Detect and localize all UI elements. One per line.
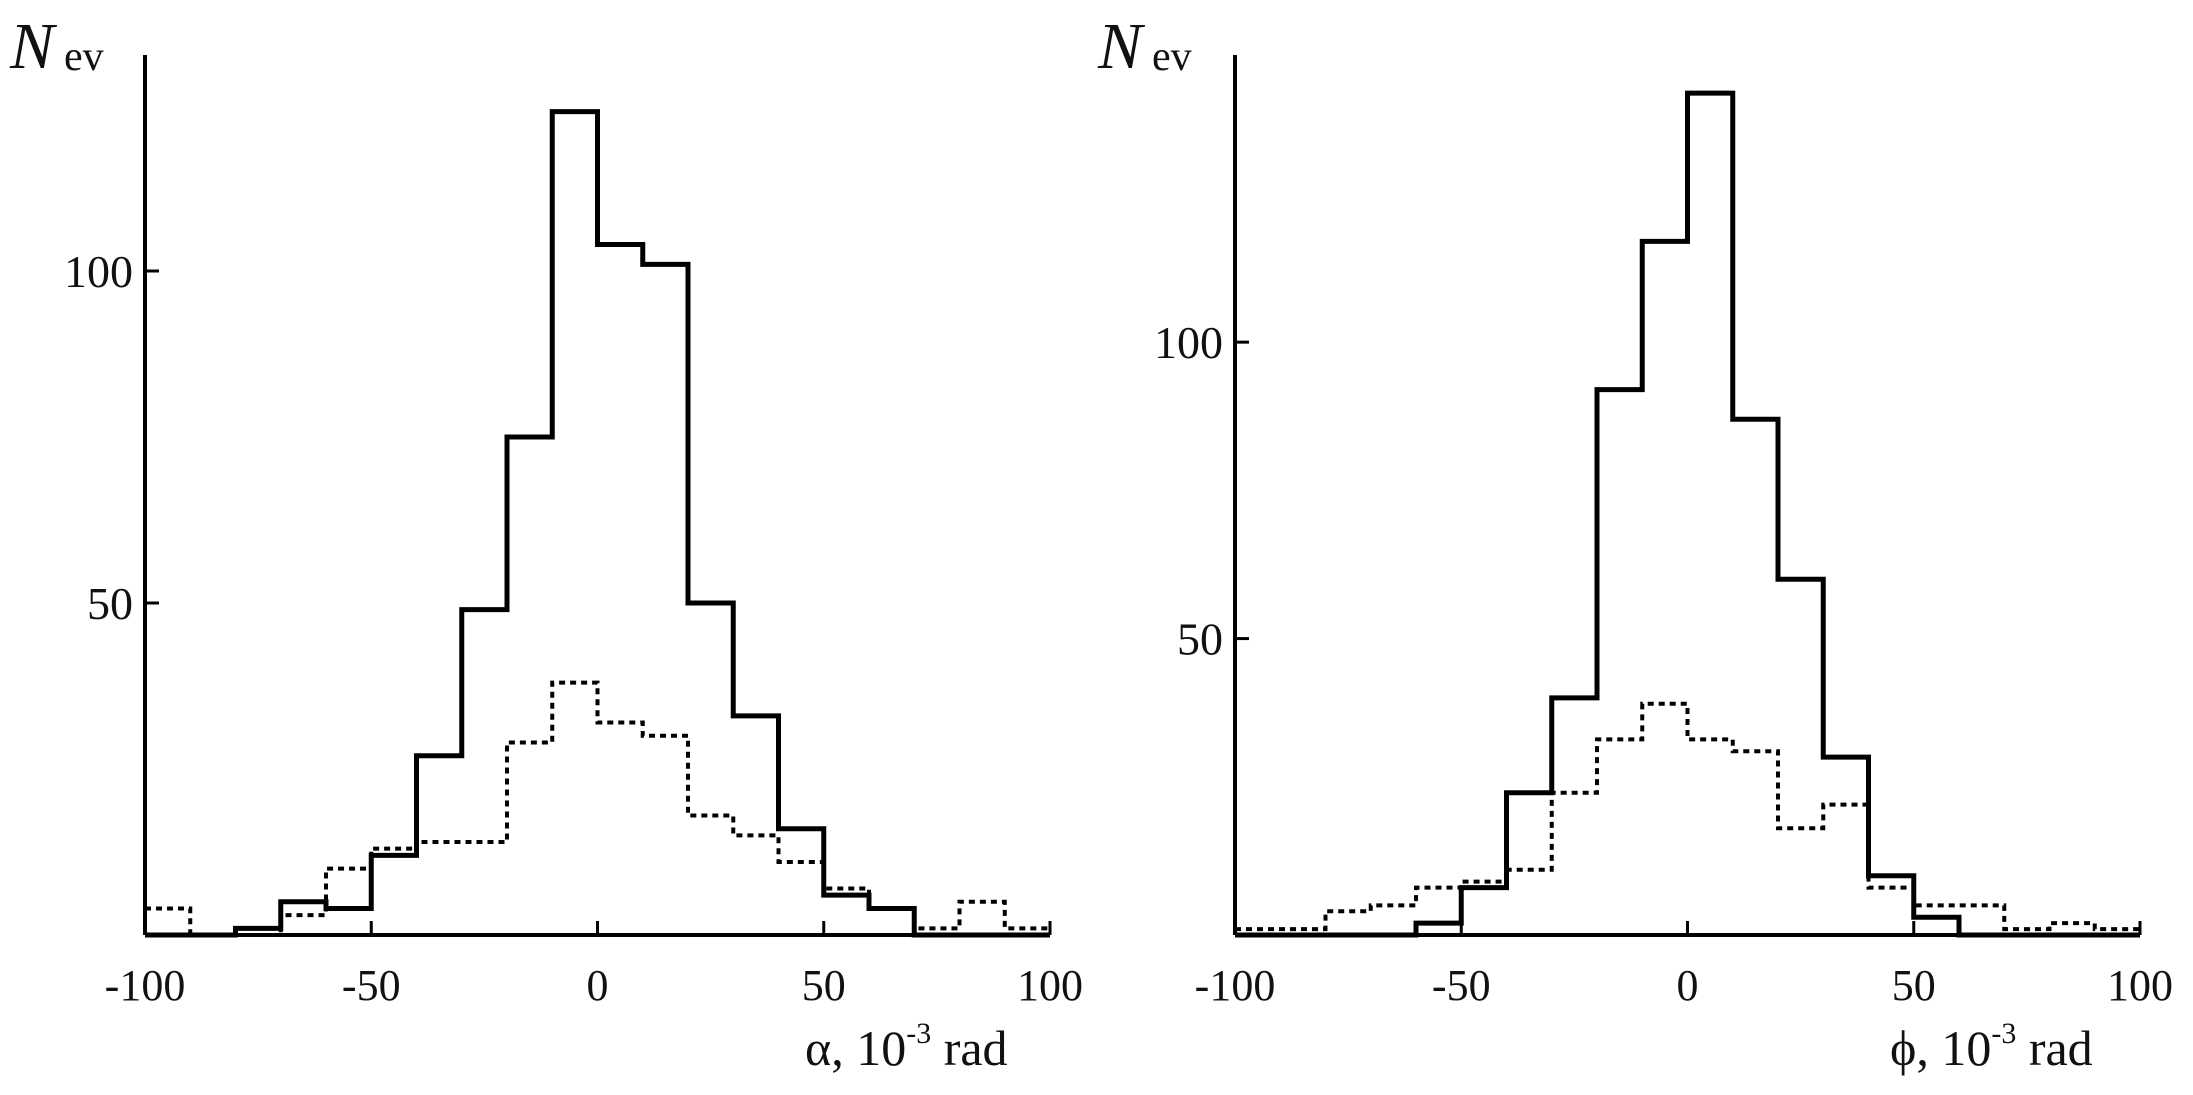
- x-axis-label-unit: rad: [931, 1020, 1007, 1076]
- x-tick-label: 50: [802, 961, 846, 1010]
- y-axis-label-main: N: [9, 10, 58, 83]
- x-tick-label: -100: [1195, 961, 1276, 1010]
- x-axis-label-prefix: , 10: [831, 1020, 906, 1076]
- y-axis-label-main: N: [1097, 10, 1146, 83]
- histogram-series-solid: [145, 109, 1050, 938]
- x-tick-label: -100: [105, 961, 186, 1010]
- histogram-series-dotted: [145, 680, 1050, 937]
- x-tick-label: 100: [1017, 961, 1083, 1010]
- histogram-series-dotted: [1235, 701, 2140, 932]
- x-axis-label: ϕ, 10-3 rad: [1890, 1017, 2093, 1076]
- x-axis-label-symbol: ϕ: [1890, 1020, 1916, 1076]
- x-tick-label: 0: [587, 961, 609, 1010]
- phi-histogram-panel: -100 -50 0 50 100 50 100 N ev ϕ, 10-3 rad: [1097, 10, 2173, 1076]
- y-tick-label: 50: [1177, 614, 1223, 665]
- x-axis-label-exponent: -3: [1991, 1017, 2016, 1050]
- x-axis-label-prefix: , 10: [1916, 1020, 1991, 1076]
- x-axis-label-exponent: -3: [906, 1017, 931, 1050]
- alpha-histogram-panel: -100 -50 0 50 100 50 100 N ev α, 10-3 rad: [9, 10, 1083, 1076]
- x-axis-label-unit: rad: [2016, 1020, 2092, 1076]
- y-axis-label-subscript: ev: [64, 34, 104, 80]
- x-axis-label-symbol: α: [805, 1020, 831, 1076]
- y-tick-label: 100: [1154, 317, 1223, 368]
- x-tick-label: 100: [2107, 961, 2173, 1010]
- x-tick-label: -50: [1432, 961, 1491, 1010]
- histogram-series-solid: [1235, 90, 2140, 938]
- x-tick-label: -50: [342, 961, 401, 1010]
- x-axis-label: α, 10-3 rad: [805, 1017, 1008, 1076]
- y-tick-label: 50: [87, 578, 133, 629]
- y-tick-label: 100: [64, 246, 133, 297]
- y-axis-label-subscript: ev: [1152, 34, 1192, 80]
- x-tick-label: 50: [1892, 961, 1936, 1010]
- x-tick-label: 0: [1677, 961, 1699, 1010]
